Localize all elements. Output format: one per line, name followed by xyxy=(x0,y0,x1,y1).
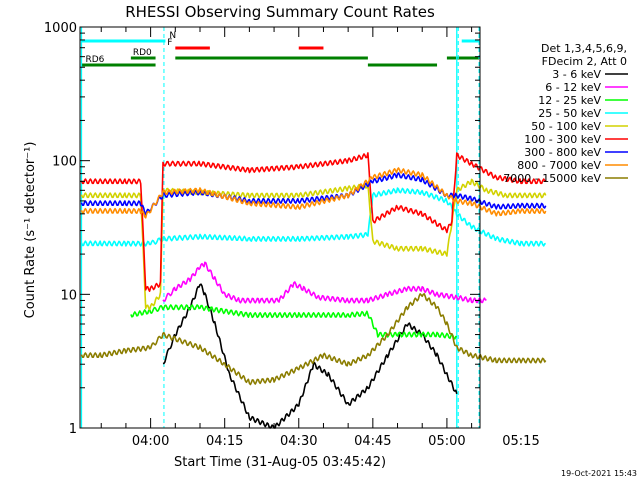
timestamp: 19-Oct-2021 15:43 xyxy=(561,469,637,478)
legend-label: 6 - 12 keV xyxy=(545,81,601,94)
chart-title: RHESSI Observing Summary Count Rates xyxy=(125,3,435,21)
legend-label: 800 - 7000 keV xyxy=(517,159,601,172)
y-tick-label: 1 xyxy=(69,422,77,437)
y-tick-label: 100 xyxy=(52,155,77,170)
axes: 1 10 100 1000 04:00 04:15 04:30 04:45 05:00 05:15 xyxy=(44,21,540,449)
legend-label: 25 - 50 keV xyxy=(538,107,601,120)
series-line xyxy=(162,261,487,304)
plot-frame xyxy=(79,26,481,429)
data-series xyxy=(80,152,547,429)
series-line xyxy=(80,293,547,386)
x-tick-label: 04:15 xyxy=(206,434,243,449)
flag-label: N xyxy=(169,31,176,41)
flag-label: RD6 xyxy=(85,55,104,65)
legend-label: 50 - 100 keV xyxy=(531,120,601,133)
legend-header: FDecim 2, Att 0 xyxy=(542,55,627,68)
series-line xyxy=(162,283,458,429)
flag-bars: NF RD0 RD6 xyxy=(81,31,480,67)
plot-area xyxy=(79,26,481,429)
y-tick-label: 1000 xyxy=(44,21,77,36)
x-tick-label: 05:15 xyxy=(502,434,539,449)
x-tick-label: 04:30 xyxy=(280,434,317,449)
x-tick-label: 04:45 xyxy=(354,434,391,449)
y-axis-label: Count Rate (s⁻¹ detector⁻¹) xyxy=(23,142,38,319)
time-markers xyxy=(80,27,480,428)
axis-frame xyxy=(79,26,481,429)
series-line xyxy=(80,187,546,247)
series-line xyxy=(130,304,458,340)
legend-label: 300 - 800 keV xyxy=(524,146,601,159)
y-tick-label: 10 xyxy=(60,288,77,303)
flag-label: F xyxy=(167,38,172,48)
x-tick-label: 04:00 xyxy=(132,434,169,449)
legend: Det 1,3,4,5,6,9,FDecim 2, Att 03 - 6 keV… xyxy=(503,42,628,185)
legend-header: Det 1,3,4,5,6,9, xyxy=(541,42,627,55)
x-axis-label: Start Time (31-Aug-05 03:45:42) xyxy=(174,455,386,470)
series-line xyxy=(80,167,547,219)
legend-label: 3 - 6 keV xyxy=(552,68,601,81)
series-line xyxy=(80,152,547,292)
flag-label: RD0 xyxy=(133,48,152,58)
legend-label: 12 - 25 keV xyxy=(538,94,601,107)
series-line xyxy=(80,178,547,311)
legend-label: 100 - 300 keV xyxy=(524,133,601,146)
x-tick-label: 05:00 xyxy=(428,434,465,449)
legend-label: 7000 - 15000 keV xyxy=(503,172,601,185)
